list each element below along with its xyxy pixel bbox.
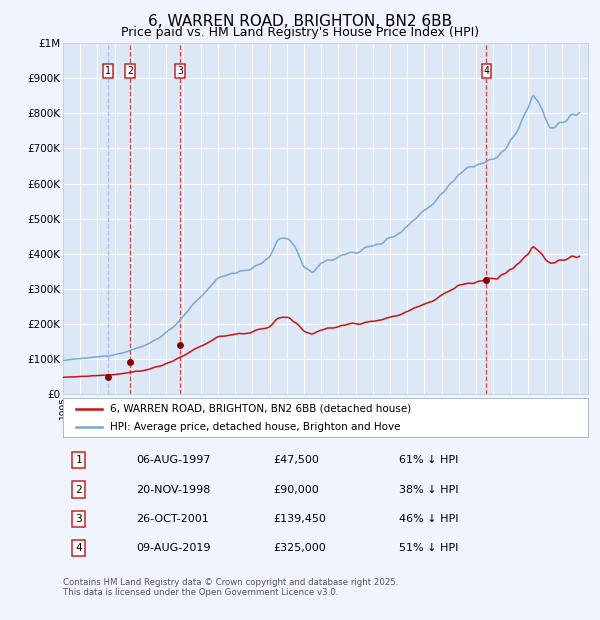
Text: £90,000: £90,000 xyxy=(273,484,319,495)
Text: 38% ↓ HPI: 38% ↓ HPI xyxy=(399,484,458,495)
Text: 6, WARREN ROAD, BRIGHTON, BN2 6BB: 6, WARREN ROAD, BRIGHTON, BN2 6BB xyxy=(148,14,452,29)
Text: 3: 3 xyxy=(76,514,82,524)
Text: 09-AUG-2019: 09-AUG-2019 xyxy=(137,543,211,553)
Text: Contains HM Land Registry data © Crown copyright and database right 2025.
This d: Contains HM Land Registry data © Crown c… xyxy=(63,578,398,597)
Text: 1: 1 xyxy=(105,66,110,76)
Text: £325,000: £325,000 xyxy=(273,543,326,553)
Text: 46% ↓ HPI: 46% ↓ HPI xyxy=(399,514,458,524)
Text: 1: 1 xyxy=(76,455,82,465)
Text: 06-AUG-1997: 06-AUG-1997 xyxy=(137,455,211,465)
Text: 3: 3 xyxy=(178,66,184,76)
Text: 4: 4 xyxy=(76,543,82,553)
Text: £47,500: £47,500 xyxy=(273,455,319,465)
Text: Price paid vs. HM Land Registry's House Price Index (HPI): Price paid vs. HM Land Registry's House … xyxy=(121,26,479,39)
Text: 2: 2 xyxy=(76,484,82,495)
Text: 61% ↓ HPI: 61% ↓ HPI xyxy=(399,455,458,465)
Text: 26-OCT-2001: 26-OCT-2001 xyxy=(137,514,209,524)
Text: 51% ↓ HPI: 51% ↓ HPI xyxy=(399,543,458,553)
Text: 4: 4 xyxy=(484,66,490,76)
Text: 2: 2 xyxy=(127,66,133,76)
Text: 6, WARREN ROAD, BRIGHTON, BN2 6BB (detached house): 6, WARREN ROAD, BRIGHTON, BN2 6BB (detac… xyxy=(110,404,412,414)
Text: HPI: Average price, detached house, Brighton and Hove: HPI: Average price, detached house, Brig… xyxy=(110,422,401,432)
Text: 20-NOV-1998: 20-NOV-1998 xyxy=(137,484,211,495)
Text: £139,450: £139,450 xyxy=(273,514,326,524)
